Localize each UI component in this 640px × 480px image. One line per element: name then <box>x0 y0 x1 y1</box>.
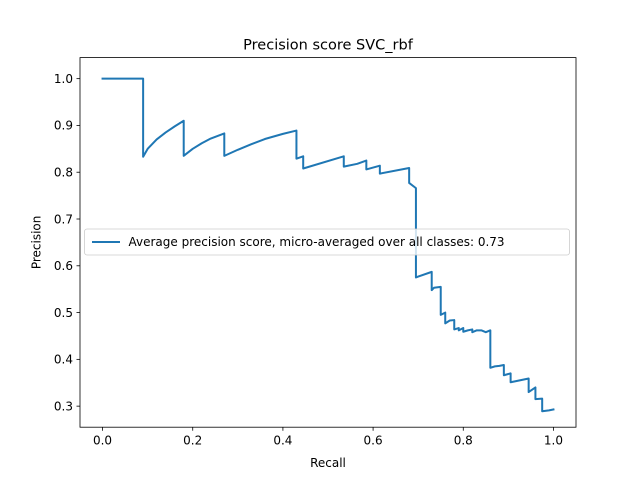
x-tick-label: 0.2 <box>183 434 202 448</box>
chart-title: Precision score SVC_rbf <box>243 38 414 54</box>
x-tick-label: 0.8 <box>454 434 473 448</box>
x-tick-label: 0.0 <box>93 434 112 448</box>
legend-box <box>84 228 570 256</box>
y-tick-label: 0.7 <box>54 212 73 226</box>
x-tick-label: 0.4 <box>273 434 292 448</box>
y-axis-label: Precision <box>30 216 44 270</box>
y-tick-label: 0.5 <box>54 306 73 320</box>
precision-recall-line <box>101 77 555 413</box>
y-tick-label: 0.9 <box>54 119 73 133</box>
x-tick-label: 0.6 <box>364 434 383 448</box>
y-tick-label: 0.8 <box>54 166 73 180</box>
x-axis-label: Recall <box>310 456 346 470</box>
y-tick-label: 1.0 <box>54 72 73 86</box>
series-layer <box>101 77 555 413</box>
y-tick-label: 0.4 <box>54 353 73 367</box>
y-tick-label: 0.6 <box>54 259 73 273</box>
x-tick-label: 1.0 <box>544 434 563 448</box>
plot-frame <box>79 57 577 428</box>
y-tick-label: 0.3 <box>54 399 73 413</box>
axis-ticks: 0.0 0.2 0.4 0.6 0.8 1.0 0.3 0.4 0.5 0.6 0.7 0.8 0.9 1… <box>54 72 563 448</box>
legend-entry: Average precision score, micro-averaged … <box>129 235 505 249</box>
legend: Average precision score, micro-averaged … <box>84 228 570 256</box>
